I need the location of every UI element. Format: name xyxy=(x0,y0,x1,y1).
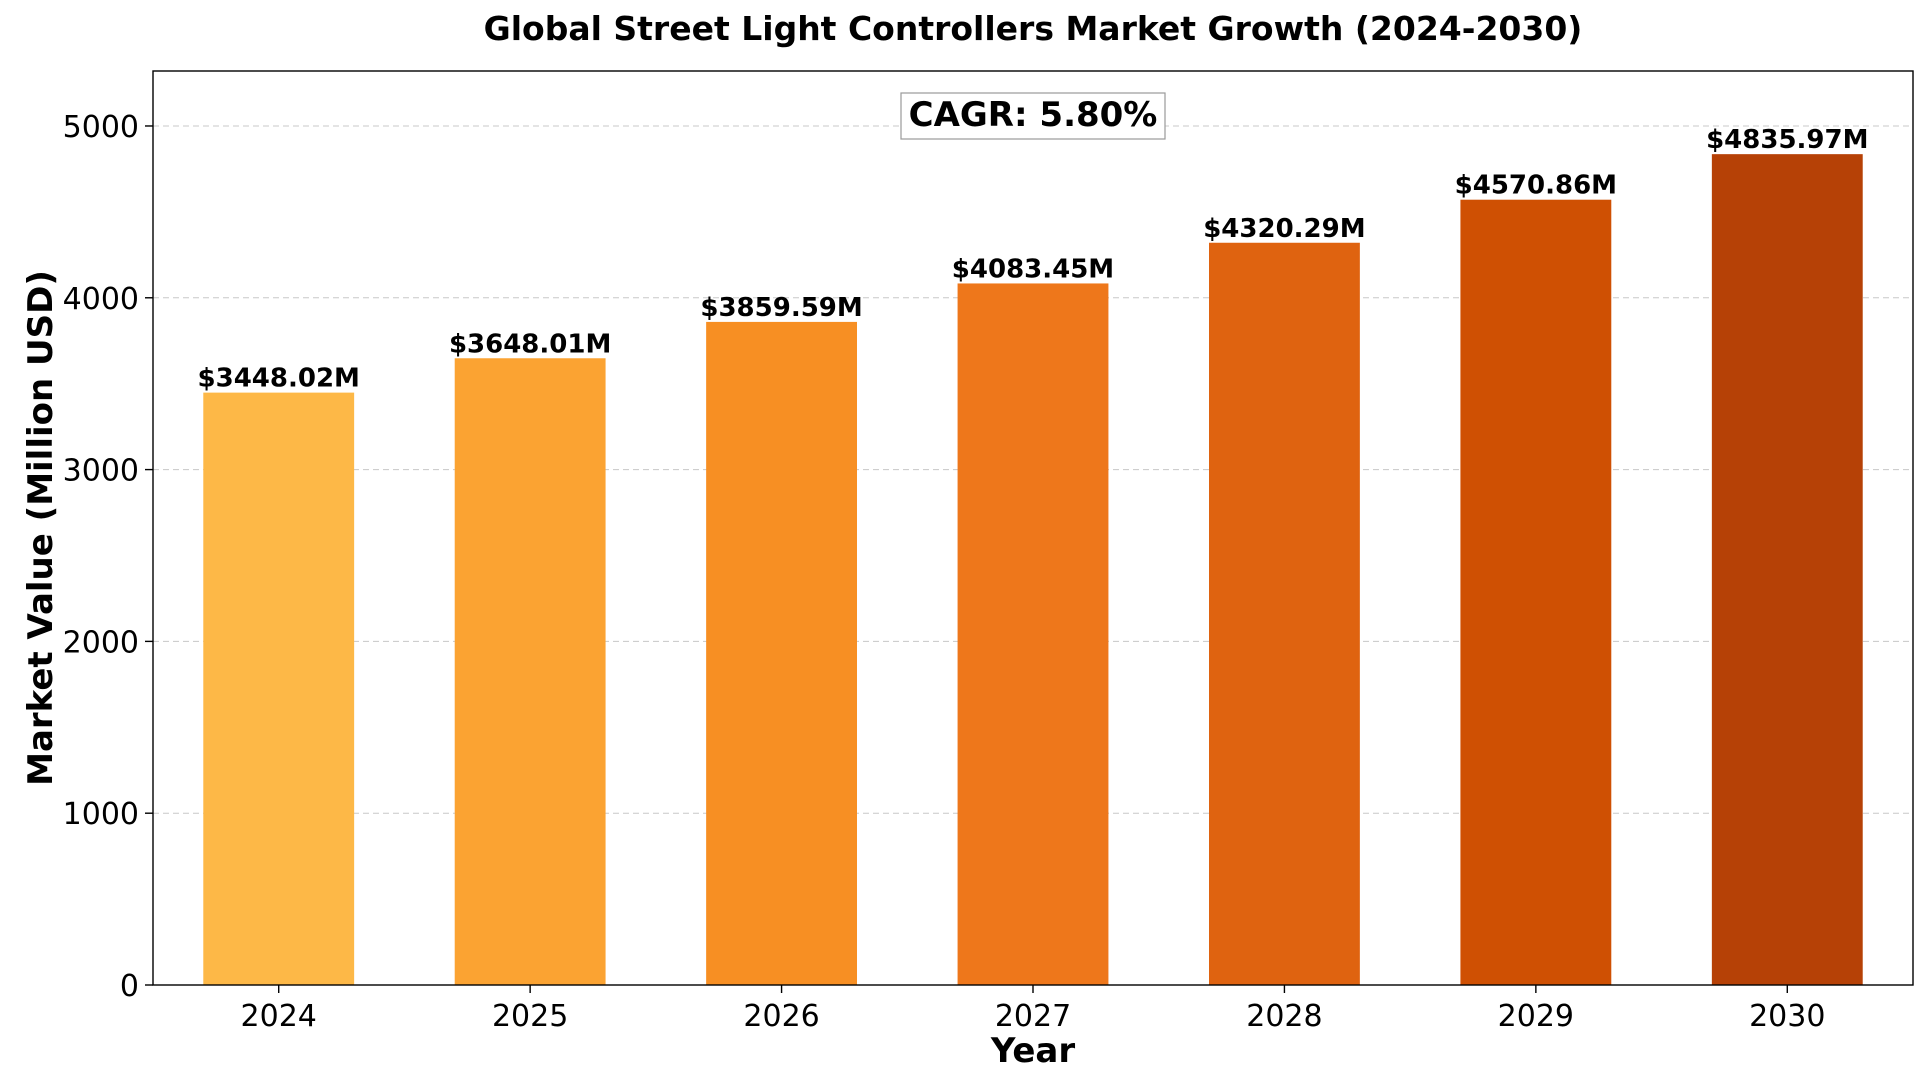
x-tick-label: 2027 xyxy=(995,999,1071,1034)
y-axis-title: Market Value (Million USD) xyxy=(21,270,61,786)
bar-data-label: $4570.86M xyxy=(1455,171,1617,201)
bar-data-label: $4835.97M xyxy=(1706,125,1868,155)
x-tick-label: 2026 xyxy=(743,999,819,1034)
bar-data-label: $4083.45M xyxy=(952,254,1114,284)
bar-2024 xyxy=(203,392,355,985)
bar-2027 xyxy=(957,283,1109,986)
bar-data-label: $3448.02M xyxy=(198,364,360,394)
data-label-layer: $3448.02M $3648.01M $3859.59M $4083.45M $432… xyxy=(198,125,1869,393)
bar-2029 xyxy=(1460,199,1612,985)
bar-layer xyxy=(203,154,1863,986)
tick-layer: 0 1000 2000 3000 4000 5000 2024 2025 2026 2027 202… xyxy=(63,110,1826,1034)
y-tick-label: 5000 xyxy=(63,110,139,145)
y-tick-label: 0 xyxy=(120,969,139,1004)
bar-2026 xyxy=(706,321,857,985)
y-tick-label: 3000 xyxy=(63,454,139,489)
y-tick-label: 4000 xyxy=(63,282,139,317)
bar-data-label: $4320.29M xyxy=(1203,214,1365,244)
x-tick-label: 2029 xyxy=(1498,999,1574,1034)
x-tick-label: 2030 xyxy=(1749,999,1825,1034)
x-tick-label: 2028 xyxy=(1246,999,1322,1034)
bar-2030 xyxy=(1711,154,1863,985)
bar-2028 xyxy=(1209,242,1360,985)
x-tick-label: 2024 xyxy=(241,999,317,1034)
x-tick-label: 2025 xyxy=(492,999,568,1034)
bar-data-label: $3648.01M xyxy=(449,329,611,359)
bar-2025 xyxy=(454,358,606,985)
y-tick-label: 1000 xyxy=(63,797,139,832)
cagr-annotation-text: CAGR: 5.80% xyxy=(909,95,1158,135)
x-axis-title: Year xyxy=(990,1031,1076,1071)
cagr-annotation: CAGR: 5.80% xyxy=(900,92,1166,140)
cagr-annotation-box xyxy=(900,92,1166,140)
y-tick-label: 2000 xyxy=(63,625,139,660)
chart-title: Global Street Light Controllers Market G… xyxy=(484,9,1583,48)
bar-data-label: $3859.59M xyxy=(700,293,862,323)
